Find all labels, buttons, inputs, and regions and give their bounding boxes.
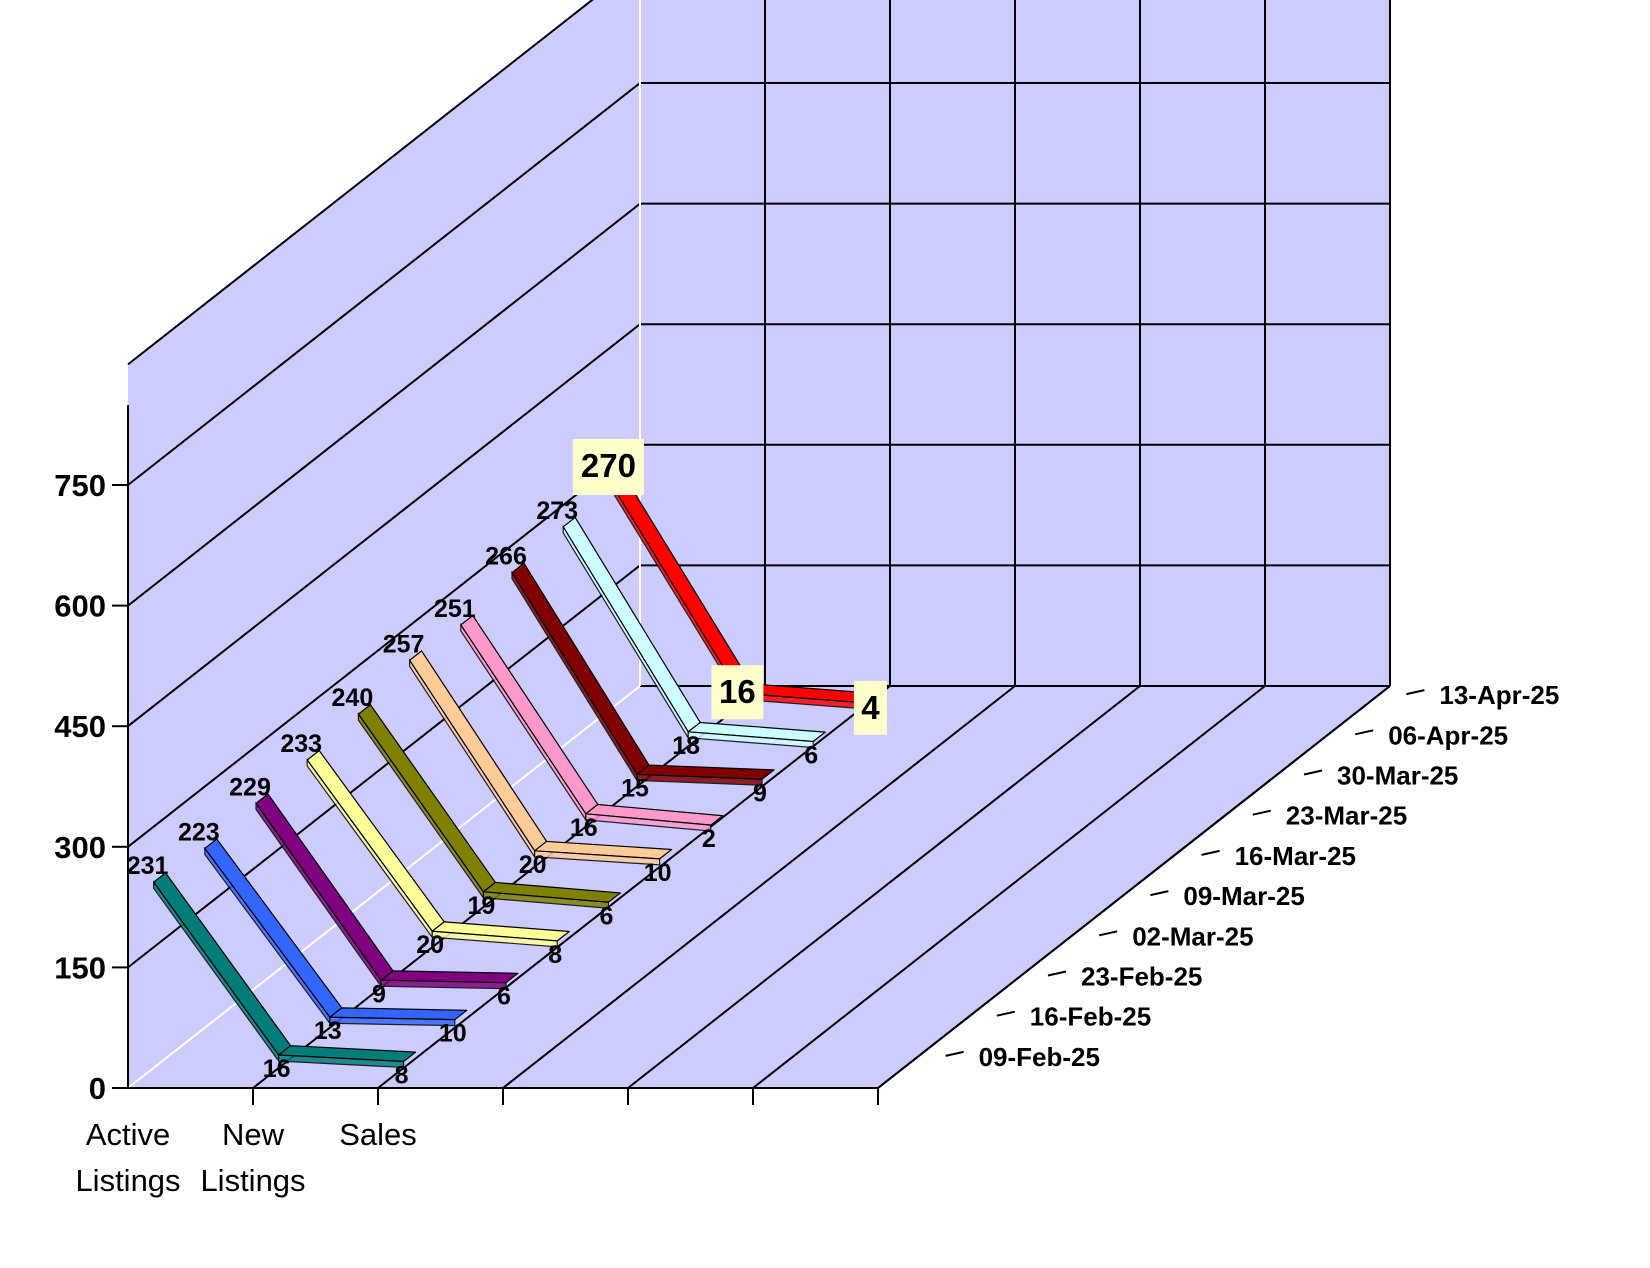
depth-tick-label: 09-Feb-25 — [979, 1042, 1100, 1072]
x-tick-label: Sales — [339, 1117, 417, 1152]
data-label: 20 — [519, 851, 547, 879]
series-segment-face — [482, 891, 610, 909]
data-label: 10 — [644, 859, 672, 887]
series-09-Mar-25 — [357, 704, 622, 909]
depth-tick-label: 23-Mar-25 — [1286, 801, 1407, 831]
data-label: 13 — [314, 1017, 342, 1045]
y-tick-label: 300 — [54, 830, 106, 865]
depth-tick-mark — [1098, 930, 1118, 937]
data-label: 231 — [127, 852, 169, 880]
x-tick-label: Listings — [200, 1163, 305, 1198]
data-label: 4 — [861, 689, 880, 726]
depth-tick-label: 23-Feb-25 — [1081, 962, 1202, 992]
depth-tick-label: 06-Apr-25 — [1388, 720, 1508, 750]
depth-tick-mark — [1252, 809, 1272, 816]
data-label: 10 — [439, 1020, 467, 1048]
depth-tick-label: 02-Mar-25 — [1132, 921, 1253, 951]
data-label: 16 — [570, 814, 598, 842]
data-label: 6 — [599, 902, 613, 930]
series-16-Mar-25 — [409, 650, 673, 866]
series-23-Mar-25 — [460, 614, 724, 832]
y-tick-label: 600 — [54, 589, 106, 624]
floor-gridline — [752, 685, 1266, 1089]
series-segment-face — [585, 813, 712, 832]
data-label: 9 — [753, 779, 767, 807]
depth-tick-mark — [1201, 849, 1220, 856]
series-segment-face — [380, 979, 507, 990]
depth-tick-mark — [996, 1010, 1016, 1017]
depth-tick-mark — [1354, 729, 1374, 736]
data-label: 20 — [416, 931, 444, 959]
data-label: 240 — [332, 684, 374, 712]
floor-gridline — [502, 685, 1016, 1089]
chart-labels: 0 150 300 450 600 750 Active Listings New Listing… — [54, 439, 1559, 1198]
series-06-Apr-25 — [562, 516, 826, 749]
data-label: 19 — [467, 892, 495, 920]
floor-gridline — [627, 685, 1141, 1089]
depth-tick-mark — [945, 1050, 964, 1057]
depth-tick-mark — [1406, 689, 1425, 696]
y-tick-label: 750 — [54, 468, 106, 503]
depth-tick-mark — [1303, 769, 1323, 776]
depth-tick-mark — [1047, 970, 1067, 977]
data-label: 233 — [280, 730, 322, 758]
data-label: 266 — [485, 543, 527, 571]
series-segment-face — [329, 1016, 456, 1027]
data-label: 2 — [702, 825, 716, 853]
depth-tick-label: 16-Mar-25 — [1235, 841, 1356, 871]
data-label: 8 — [395, 1061, 409, 1089]
series-segment-face — [431, 930, 558, 948]
data-label: 8 — [548, 941, 562, 969]
chart-axes — [112, 405, 1425, 1105]
series-09-Feb-25 — [153, 872, 417, 1069]
side-wall-gridline — [127, 82, 641, 486]
side-wall-gridline — [127, 202, 641, 607]
y-tick-label: 150 — [54, 950, 106, 985]
series-30-Mar-25 — [511, 562, 775, 786]
side-wall-gridline — [127, 444, 641, 848]
series-segment-face — [278, 1054, 405, 1069]
data-label-box — [853, 680, 887, 735]
x-tick-label: New — [222, 1117, 285, 1152]
floor-gridline — [377, 685, 891, 1089]
depth-tick-label: 13-Apr-25 — [1439, 680, 1559, 710]
depth-tick-mark — [1150, 890, 1169, 897]
series-segment-face — [687, 731, 814, 749]
data-label: 251 — [434, 595, 476, 623]
series-02-Mar-25 — [306, 750, 570, 948]
series-segment-face — [533, 850, 661, 866]
depth-tick-label: 30-Mar-25 — [1337, 761, 1458, 791]
y-tick-label: 0 — [89, 1071, 106, 1106]
data-label: 223 — [178, 818, 220, 846]
depth-axis-line — [877, 685, 1391, 1089]
data-label: 257 — [383, 630, 425, 658]
data-label: 15 — [621, 774, 649, 802]
series-16-Feb-25 — [204, 838, 468, 1027]
series-segment-face — [636, 773, 763, 786]
data-label: 18 — [672, 732, 700, 760]
series-23-Feb-25 — [255, 793, 519, 990]
data-label: 229 — [229, 773, 271, 801]
side-wall — [128, 0, 640, 1088]
data-label: 9 — [372, 980, 386, 1008]
data-label: 16 — [719, 673, 756, 710]
data-label: 6 — [497, 983, 511, 1011]
depth-tick-label: 16-Feb-25 — [1030, 1002, 1151, 1032]
data-label: 270 — [581, 447, 636, 484]
data-label-box — [572, 439, 644, 496]
data-label: 6 — [804, 741, 818, 769]
side-wall-gridline — [127, 0, 594, 366]
x-tick-label: Active — [86, 1117, 170, 1152]
data-label: 16 — [263, 1055, 291, 1083]
data-label-box — [711, 665, 764, 720]
side-wall-gridline — [127, 323, 641, 727]
x-tick-label: Listings — [75, 1163, 180, 1198]
y-tick-label: 450 — [54, 709, 106, 744]
depth-tick-label: 09-Mar-25 — [1183, 881, 1304, 911]
data-label: 273 — [536, 497, 578, 525]
